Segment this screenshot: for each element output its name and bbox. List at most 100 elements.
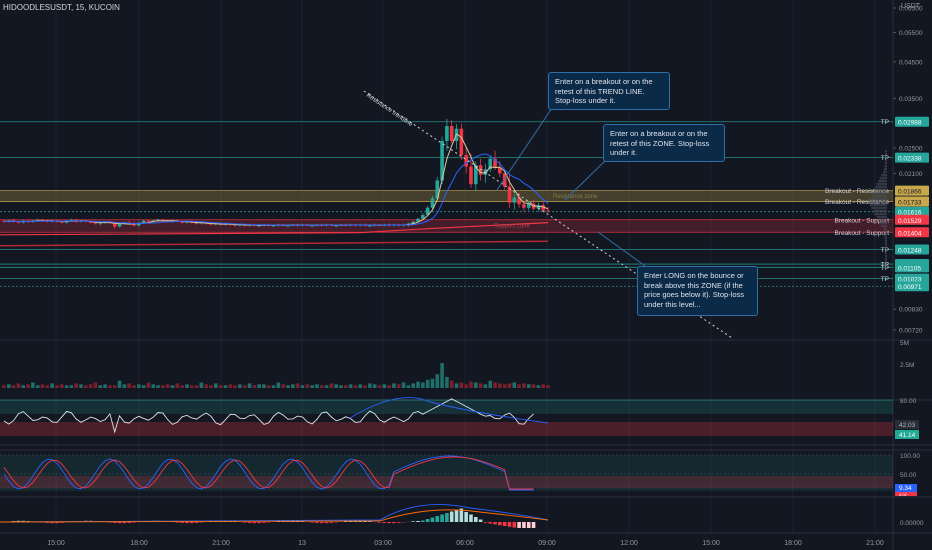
volume-profile-bar (878, 180, 887, 182)
level-tag: TP (881, 276, 889, 283)
volume-bar (368, 383, 372, 388)
volume-profile-bar (884, 234, 887, 236)
macd-histogram-bar (176, 522, 180, 523)
macd-histogram-bar (315, 522, 319, 523)
volume-bar (65, 385, 69, 388)
macd-histogram-bar (127, 522, 131, 523)
price-label-text: 0.01248 (898, 248, 922, 255)
volume-bar (469, 382, 473, 388)
volume-bar (286, 385, 290, 388)
rsi-current-value: 41.14 (899, 432, 916, 439)
volume-profile-bar (884, 165, 887, 167)
time-axis-label: 03:00 (374, 540, 392, 547)
volume-profile-bar (874, 210, 887, 212)
volume-bar (527, 384, 531, 388)
volume-bar (358, 384, 362, 388)
volume-bar (416, 382, 420, 388)
volume-bar (411, 383, 415, 388)
level-tag: TP (881, 247, 889, 254)
volume-bar (127, 383, 131, 388)
volume-bar (455, 383, 459, 388)
volume-bar (79, 384, 83, 388)
volume-bar (60, 384, 64, 388)
volume-profile-bar (885, 246, 887, 248)
volume-bar (7, 384, 11, 388)
volume-profile-bar (885, 243, 887, 245)
volume-bar (498, 383, 502, 388)
macd-histogram-bar (257, 522, 261, 523)
volume-profile-bar (880, 177, 887, 179)
time-axis-label: 13 (298, 540, 306, 547)
volume-bar (233, 385, 237, 388)
volume-profile-bar (885, 156, 887, 158)
candle-body (142, 221, 146, 223)
volume-bar (349, 384, 353, 388)
volume-profile-bar (884, 168, 887, 170)
volume-bar (296, 383, 300, 388)
volume-bar (373, 384, 377, 388)
volume-bar (383, 384, 387, 388)
volume-profile-bar (874, 189, 887, 191)
callout-support-zone[interactable]: Enter LONG on the bounce or break above … (637, 266, 758, 316)
volume-bar (108, 385, 112, 388)
macd-histogram-bar (493, 522, 497, 524)
symbol-title[interactable]: HIDOODLESUSDT, 15, KUCOIN (3, 3, 120, 12)
time-axis-label: 12:00 (620, 540, 638, 547)
macd-histogram-bar (484, 522, 488, 523)
volume-bar (113, 385, 117, 388)
volume-bar (70, 385, 74, 388)
volume-bar (267, 385, 271, 388)
volume-bar (26, 384, 30, 388)
macd-histogram-bar (426, 519, 430, 522)
stoch-level-label: 100.00 (900, 453, 920, 460)
volume-bar (31, 382, 35, 388)
volume-bar (195, 385, 199, 388)
macd-histogram-bar (517, 522, 521, 528)
price-tick-label: 0.00720 (899, 328, 923, 335)
macd-histogram-bar (421, 521, 425, 523)
volume-bar (426, 380, 430, 388)
volume-profile-bar (885, 162, 887, 164)
volume-profile-bar (870, 198, 887, 200)
volume-profile-bar (870, 204, 887, 206)
volume-bar (546, 385, 550, 388)
volume-profile-bar (885, 159, 887, 161)
volume-profile-bar (880, 222, 887, 224)
macd-histogram-bar (445, 513, 449, 522)
volume-bar (445, 377, 449, 388)
volume-profile-bar (885, 267, 887, 269)
volume-bar (522, 383, 526, 388)
macd-histogram-bar (508, 522, 512, 527)
volume-bar (228, 384, 232, 388)
macd-histogram-bar (522, 522, 526, 528)
macd-histogram-bar (469, 515, 473, 523)
macd-histogram-bar (118, 522, 122, 523)
volume-profile-bar (883, 228, 887, 230)
resistance-zone-label: Resistance zone (553, 194, 598, 200)
macd-histogram-bar (474, 517, 478, 522)
volume-profile-bar (885, 261, 887, 263)
volume-bar (142, 385, 146, 388)
price-label-text: 0.02988 (898, 120, 922, 127)
volume-bar (262, 384, 266, 388)
volume-profile-bar (874, 213, 887, 215)
callout-resistance-zone[interactable]: Enter on a breakout or on the retest of … (603, 124, 725, 162)
time-axis-label: 21:00 (866, 540, 884, 547)
macd-histogram-bar (411, 521, 415, 522)
volume-bar (224, 385, 228, 388)
macd-histogram-bar (185, 522, 189, 523)
callout-trendline[interactable]: Enter on a breakout or on the retest of … (548, 72, 670, 110)
volume-bar (464, 384, 468, 388)
macd-histogram-bar (440, 515, 444, 523)
level-tag: TP (881, 265, 889, 272)
macd-histogram-bar (180, 522, 184, 523)
volume-bar (219, 385, 223, 388)
macd-histogram-bar (479, 520, 483, 523)
candle-body (450, 126, 454, 141)
volume-bar (200, 382, 204, 388)
volume-bar (50, 383, 54, 388)
volume-bar (440, 363, 444, 388)
macd-histogram-bar (532, 522, 536, 528)
level-tag: Breakout - Support (834, 230, 889, 237)
